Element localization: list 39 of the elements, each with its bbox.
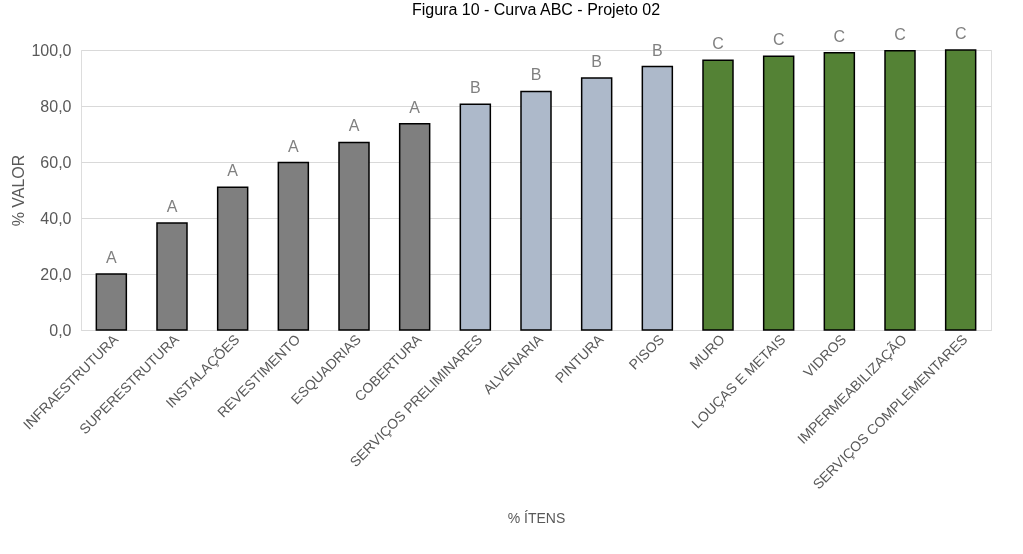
bar <box>277 161 310 331</box>
data-label: C <box>712 35 724 53</box>
y-tick-label: 80,0 <box>40 97 72 115</box>
bar <box>398 122 431 331</box>
data-label: A <box>106 249 117 266</box>
bar <box>459 103 492 331</box>
data-label: A <box>166 198 178 216</box>
y-tick-label: 0,0 <box>49 321 72 339</box>
data-label: C <box>894 25 906 43</box>
bar <box>944 49 977 331</box>
bar <box>884 50 916 331</box>
data-label: A <box>288 137 299 155</box>
data-label: A <box>348 117 360 135</box>
data-label: B <box>591 53 602 70</box>
data-label: A <box>227 162 239 180</box>
y-tick-label: 60,0 <box>40 153 72 171</box>
bar <box>95 273 128 331</box>
data-label: B <box>530 66 542 84</box>
bar <box>156 222 188 331</box>
data-label: A <box>409 98 421 116</box>
bar <box>762 55 795 331</box>
y-tick-label: 20,0 <box>40 265 72 283</box>
data-label: C <box>833 27 846 45</box>
data-label: B <box>470 79 481 97</box>
data-label: C <box>954 25 967 42</box>
bar <box>823 52 856 331</box>
x-axis-title: % ÍTENS <box>507 510 566 527</box>
bar <box>702 59 734 331</box>
bar <box>216 186 249 331</box>
y-axis-title: % VALOR <box>10 154 28 227</box>
bar <box>580 77 613 331</box>
data-label: C <box>772 31 785 49</box>
bar <box>338 141 370 331</box>
data-label: B <box>652 41 663 59</box>
y-tick-label: 100,0 <box>31 41 72 59</box>
y-tick-label: 40,0 <box>40 209 72 227</box>
chart-title: Figura 10 - Curva ABC - Projeto 02 <box>411 1 661 18</box>
bar <box>641 65 674 331</box>
bar <box>520 90 552 331</box>
